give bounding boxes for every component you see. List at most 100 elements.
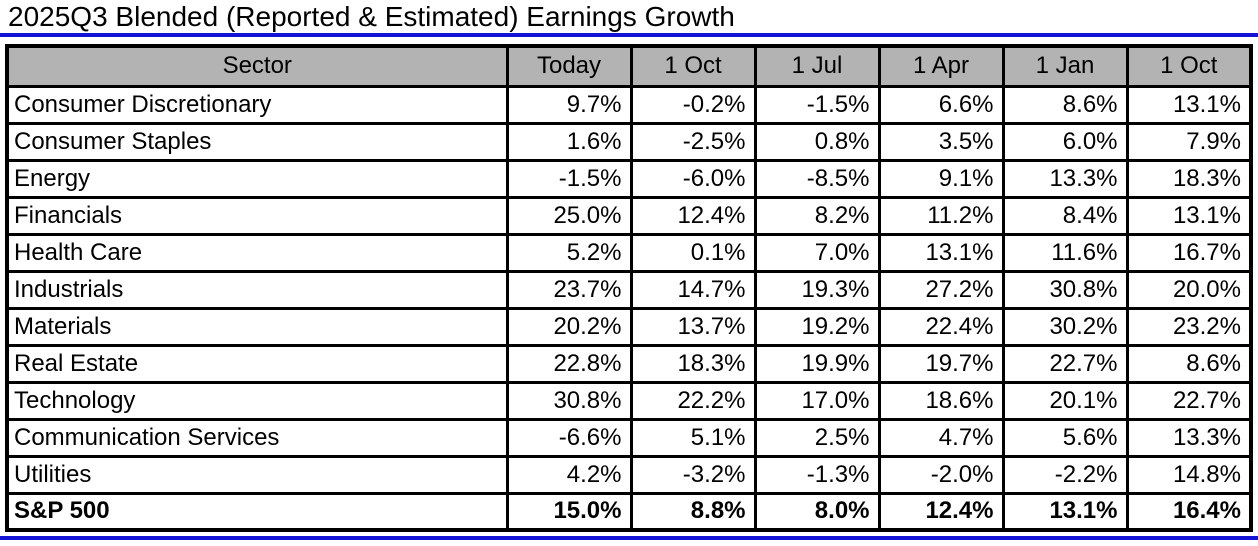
value-cell: 8.6% bbox=[1125, 343, 1253, 384]
value-cell: 30.8% bbox=[1001, 269, 1129, 310]
table-row: Consumer Discretionary 9.7% -0.2% -1.5% 6.6%… bbox=[5, 84, 1253, 125]
value-cell: 11.2% bbox=[877, 195, 1005, 236]
value-cell: 4.7% bbox=[877, 417, 1005, 458]
table-row: Real Estate 22.8% 18.3% 19.9% 19.7% 22.7% 8.6% bbox=[5, 343, 1253, 384]
value-cell: 3.5% bbox=[877, 121, 1005, 162]
sector-cell: Consumer Discretionary bbox=[5, 84, 509, 125]
value-cell: 23.2% bbox=[1125, 306, 1253, 347]
value-cell: 20.0% bbox=[1125, 269, 1253, 310]
value-cell: -6.0% bbox=[629, 158, 757, 199]
value-cell: -0.2% bbox=[629, 84, 757, 125]
value-cell: -2.5% bbox=[629, 121, 757, 162]
value-cell: 8.6% bbox=[1001, 84, 1129, 125]
sector-cell: Utilities bbox=[5, 454, 509, 495]
value-cell: 9.1% bbox=[877, 158, 1005, 199]
value-cell: 20.1% bbox=[1001, 380, 1129, 421]
value-cell: 15.0% bbox=[505, 491, 633, 532]
value-cell: 25.0% bbox=[505, 195, 633, 236]
value-cell: 13.3% bbox=[1001, 158, 1129, 199]
column-header-2: 1 Oct bbox=[629, 44, 757, 88]
value-cell: 13.3% bbox=[1125, 417, 1253, 458]
value-cell: 13.7% bbox=[629, 306, 757, 347]
value-cell: 0.8% bbox=[753, 121, 881, 162]
value-cell: 12.4% bbox=[877, 491, 1005, 532]
value-cell: -2.2% bbox=[1001, 454, 1129, 495]
value-cell: 8.2% bbox=[753, 195, 881, 236]
table-row: Financials 25.0% 12.4% 8.2% 11.2% 8.4% 13.1% bbox=[5, 195, 1253, 236]
value-cell: 30.8% bbox=[505, 380, 633, 421]
value-cell: 8.0% bbox=[753, 491, 881, 532]
value-cell: 7.0% bbox=[753, 232, 881, 273]
value-cell: 22.7% bbox=[1125, 380, 1253, 421]
value-cell: 9.7% bbox=[505, 84, 633, 125]
table-row: Communication Services -6.6% 5.1% 2.5% 4.7% 5… bbox=[5, 417, 1253, 458]
value-cell: 7.9% bbox=[1125, 121, 1253, 162]
value-cell: 14.8% bbox=[1125, 454, 1253, 495]
value-cell: 18.3% bbox=[629, 343, 757, 384]
bottom-rule bbox=[0, 536, 1258, 540]
sector-cell: Energy bbox=[5, 158, 509, 199]
sector-cell: Financials bbox=[5, 195, 509, 236]
column-header-6: 1 Oct bbox=[1125, 44, 1253, 88]
value-cell: 19.9% bbox=[753, 343, 881, 384]
table-row: Technology 30.8% 22.2% 17.0% 18.6% 20.1% 22.7% bbox=[5, 380, 1253, 421]
value-cell: 6.6% bbox=[877, 84, 1005, 125]
sector-cell: Real Estate bbox=[5, 343, 509, 384]
table-row: Materials 20.2% 13.7% 19.2% 22.4% 30.2% 23.2% bbox=[5, 306, 1253, 347]
table-body: Consumer Discretionary 9.7% -0.2% -1.5% 6.6%… bbox=[5, 84, 1253, 532]
value-cell: 4.2% bbox=[505, 454, 633, 495]
value-cell: 27.2% bbox=[877, 269, 1005, 310]
value-cell: 13.1% bbox=[877, 232, 1005, 273]
sector-cell: Industrials bbox=[5, 269, 509, 310]
value-cell: -2.0% bbox=[877, 454, 1005, 495]
value-cell: 22.8% bbox=[505, 343, 633, 384]
value-cell: 13.1% bbox=[1125, 84, 1253, 125]
value-cell: 16.7% bbox=[1125, 232, 1253, 273]
column-header-sector: Sector bbox=[5, 44, 509, 88]
value-cell: 19.3% bbox=[753, 269, 881, 310]
value-cell: 19.2% bbox=[753, 306, 881, 347]
value-cell: 11.6% bbox=[1001, 232, 1129, 273]
value-cell: -1.5% bbox=[753, 84, 881, 125]
value-cell: 18.6% bbox=[877, 380, 1005, 421]
value-cell: -1.3% bbox=[753, 454, 881, 495]
table-header-row: Sector Today 1 Oct 1 Jul 1 Apr 1 Jan 1 Oct bbox=[5, 44, 1253, 88]
earnings-growth-table: Sector Today 1 Oct 1 Jul 1 Apr 1 Jan 1 Oct Con… bbox=[5, 44, 1253, 532]
value-cell: -6.6% bbox=[505, 417, 633, 458]
value-cell: 13.1% bbox=[1001, 491, 1129, 532]
value-cell: 22.2% bbox=[629, 380, 757, 421]
column-header-5: 1 Jan bbox=[1001, 44, 1129, 88]
value-cell: 5.1% bbox=[629, 417, 757, 458]
table-row: S&P 500 15.0% 8.8% 8.0% 12.4% 13.1% 16.4% bbox=[5, 491, 1253, 532]
value-cell: 22.4% bbox=[877, 306, 1005, 347]
column-header-4: 1 Apr bbox=[877, 44, 1005, 88]
value-cell: 12.4% bbox=[629, 195, 757, 236]
column-header-1: Today bbox=[505, 44, 633, 88]
value-cell: 2.5% bbox=[753, 417, 881, 458]
value-cell: 23.7% bbox=[505, 269, 633, 310]
value-cell: 1.6% bbox=[505, 121, 633, 162]
value-cell: 5.6% bbox=[1001, 417, 1129, 458]
table-row: Consumer Staples 1.6% -2.5% 0.8% 3.5% 6.0% 7.9… bbox=[5, 121, 1253, 162]
value-cell: 8.8% bbox=[629, 491, 757, 532]
sector-cell: Materials bbox=[5, 306, 509, 347]
value-cell: 14.7% bbox=[629, 269, 757, 310]
value-cell: -3.2% bbox=[629, 454, 757, 495]
value-cell: 13.1% bbox=[1125, 195, 1253, 236]
value-cell: 22.7% bbox=[1001, 343, 1129, 384]
page-title: 2025Q3 Blended (Reported & Estimated) Ea… bbox=[8, 1, 735, 32]
table-row: Health Care 5.2% 0.1% 7.0% 13.1% 11.6% 16.7% bbox=[5, 232, 1253, 273]
column-header-3: 1 Jul bbox=[753, 44, 881, 88]
value-cell: -8.5% bbox=[753, 158, 881, 199]
sector-cell: Communication Services bbox=[5, 417, 509, 458]
sector-cell: S&P 500 bbox=[5, 491, 509, 532]
value-cell: 6.0% bbox=[1001, 121, 1129, 162]
value-cell: 20.2% bbox=[505, 306, 633, 347]
value-cell: 30.2% bbox=[1001, 306, 1129, 347]
value-cell: 5.2% bbox=[505, 232, 633, 273]
value-cell: 8.4% bbox=[1001, 195, 1129, 236]
table-row: Industrials 23.7% 14.7% 19.3% 27.2% 30.8% 20.0… bbox=[5, 269, 1253, 310]
table-row: Utilities 4.2% -3.2% -1.3% -2.0% -2.2% 14.8% bbox=[5, 454, 1253, 495]
value-cell: 17.0% bbox=[753, 380, 881, 421]
